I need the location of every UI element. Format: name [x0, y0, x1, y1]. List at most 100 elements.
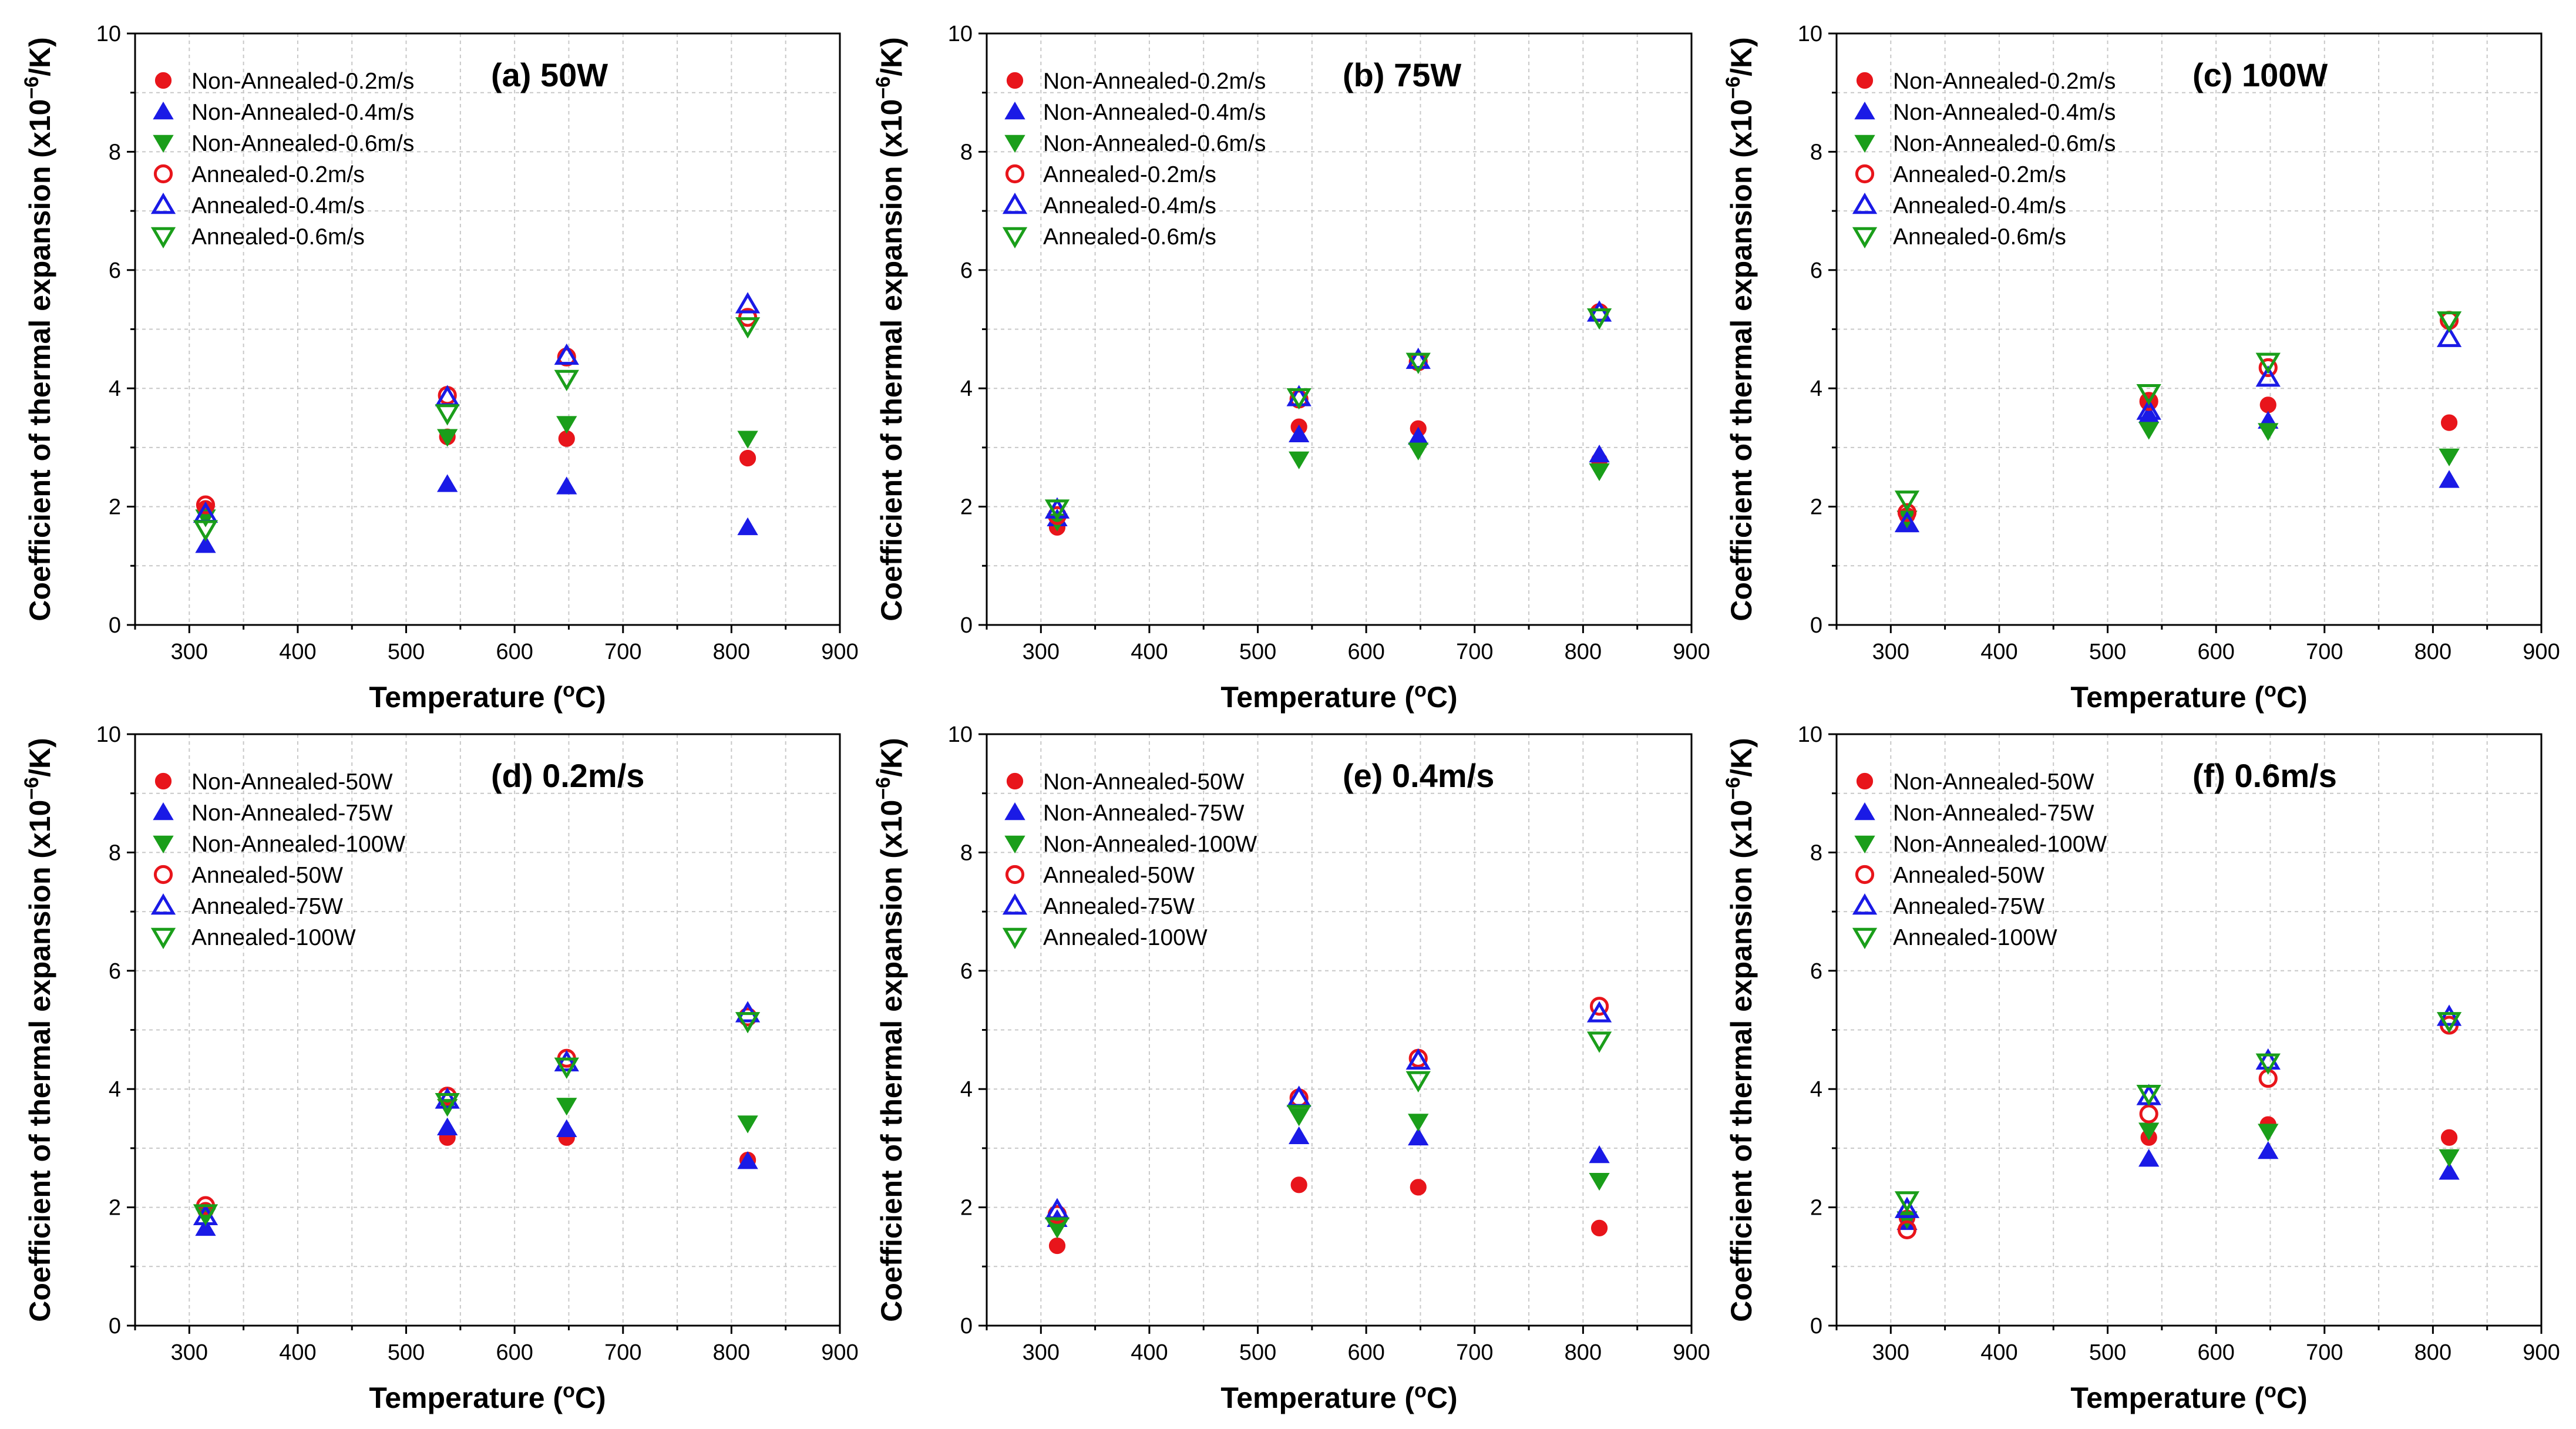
y-axis-label-exponent: −6 — [1722, 777, 1744, 800]
data-series — [1047, 424, 1610, 527]
x-tick-label: 500 — [388, 640, 425, 664]
y-tick-label: 8 — [1810, 140, 1822, 164]
legend-label: Non-Annealed-0.6m/s — [191, 131, 414, 156]
data-point — [193, 1204, 218, 1226]
data-point — [737, 431, 758, 449]
legend-label: Non-Annealed-100W — [1043, 832, 1257, 857]
x-axis-label-text: Temperature ( — [2070, 681, 2264, 714]
data-point — [435, 1087, 460, 1109]
data-point — [1410, 1179, 1427, 1196]
data-point — [1586, 1031, 1612, 1053]
legend-label: Annealed-100W — [1043, 925, 1208, 950]
legend-label: Annealed-75W — [1043, 894, 1195, 919]
data-point — [2255, 1048, 2281, 1070]
legend-marker — [1852, 227, 1878, 248]
data-point — [1894, 1191, 1920, 1213]
data-series — [1044, 1031, 1612, 1239]
data-series — [1897, 1016, 2459, 1239]
legend-label: Non-Annealed-50W — [1043, 769, 1245, 795]
data-series — [1048, 418, 1608, 536]
x-axis-label-text: Temperature ( — [1220, 681, 1414, 714]
data-series — [196, 308, 758, 515]
legend-marker — [1002, 193, 1028, 214]
x-axis-label: Temperature (oC) — [369, 679, 606, 714]
y-axis-label-text: Coefficient of thermal expansion (x10 — [23, 800, 56, 1322]
data-series — [193, 317, 761, 542]
grid-lines — [135, 33, 840, 625]
y-axis-label-exponent: −6 — [21, 76, 43, 99]
data-point — [2138, 422, 2160, 440]
data-point — [437, 429, 458, 447]
legend-marker — [1856, 772, 1874, 790]
legend-marker — [1004, 102, 1025, 120]
data-series — [1894, 1012, 2462, 1213]
legend-marker — [1854, 135, 1875, 153]
legend-marker — [1856, 72, 1874, 89]
data-point — [1589, 463, 1610, 482]
data-series — [1898, 1116, 2458, 1226]
data-series — [1044, 308, 1612, 521]
legend-marker — [153, 835, 174, 853]
y-tick-label: 4 — [1810, 376, 1822, 401]
y-axis-label-text: Coefficient of thermal expansion (x10 — [1725, 99, 1758, 621]
legend-label: Annealed-0.2m/s — [1043, 162, 1216, 187]
legend: Non-Annealed-0.2m/s Non-Annealed-0.4m/s No… — [1852, 69, 2116, 250]
y-tick-label: 10 — [96, 22, 121, 46]
y-axis-label-text: Coefficient of thermal expansion (x10 — [875, 99, 908, 621]
chart-panel-1: 300 400 500 600 700 800 900 0 2 4 6 8 10 Temperature … — [21, 22, 859, 714]
legend-label: Annealed-0.6m/s — [1043, 224, 1216, 250]
data-point — [2139, 1104, 2158, 1124]
data-series — [1897, 311, 2459, 522]
legend-marker — [153, 802, 174, 821]
grid-lines — [1837, 734, 2541, 1326]
legend-marker — [150, 193, 176, 214]
y-tick-label: 4 — [109, 376, 121, 401]
x-axis-label-degree: o — [1414, 679, 1427, 701]
legend-marker — [150, 893, 176, 915]
y-tick-label: 2 — [1810, 1196, 1822, 1220]
x-tick-label: 400 — [1980, 640, 2017, 664]
data-point — [435, 1093, 460, 1115]
data-series — [1894, 311, 2462, 512]
x-axis-label-text: Temperature ( — [369, 681, 563, 714]
data-series — [1048, 1176, 1608, 1255]
legend-marker — [1006, 72, 1024, 89]
data-point — [1590, 1219, 1608, 1236]
data-point — [1044, 1217, 1070, 1239]
legend-label: Annealed-0.4m/s — [1893, 193, 2066, 218]
y-axis-label-unit: /K) — [1725, 37, 1758, 76]
data-point — [2136, 1084, 2161, 1107]
data-point — [2136, 398, 2161, 420]
y-axis-label: Coefficient of thermal expansion (x10−6/… — [1722, 738, 1758, 1322]
x-tick-label: 600 — [496, 640, 533, 664]
x-tick-label: 500 — [2089, 1340, 2126, 1365]
x-axis-label-degree: o — [2264, 1380, 2276, 1402]
y-axis-label-exponent: −6 — [21, 777, 43, 800]
data-point — [739, 449, 756, 467]
data-point — [437, 474, 458, 492]
data-point — [2439, 1162, 2460, 1180]
data-point — [1405, 1071, 1431, 1093]
data-series — [195, 474, 758, 553]
data-point — [193, 520, 218, 542]
data-point — [1408, 1114, 1429, 1132]
y-tick-label: 6 — [109, 959, 121, 984]
y-axis-label-exponent: −6 — [872, 76, 894, 99]
grid-lines — [1837, 33, 2541, 625]
legend-marker — [150, 927, 176, 949]
data-point — [1586, 1001, 1612, 1023]
legend-marker — [1852, 927, 1878, 949]
legend-label: Non-Annealed-100W — [1893, 832, 2107, 857]
x-axis-label: Temperature (oC) — [369, 1380, 606, 1414]
y-axis-label: Coefficient of thermal expansion (x10−6/… — [21, 37, 56, 621]
data-point — [195, 535, 216, 553]
y-tick-label: 0 — [960, 613, 973, 638]
data-series — [197, 1129, 756, 1219]
x-tick-label: 300 — [1872, 1340, 1909, 1365]
data-series — [195, 1098, 758, 1226]
data-point — [1894, 490, 1920, 512]
data-point — [2258, 1124, 2279, 1142]
data-point — [2439, 470, 2460, 488]
legend-marker — [1004, 835, 1025, 853]
x-tick-label: 900 — [2523, 640, 2560, 664]
